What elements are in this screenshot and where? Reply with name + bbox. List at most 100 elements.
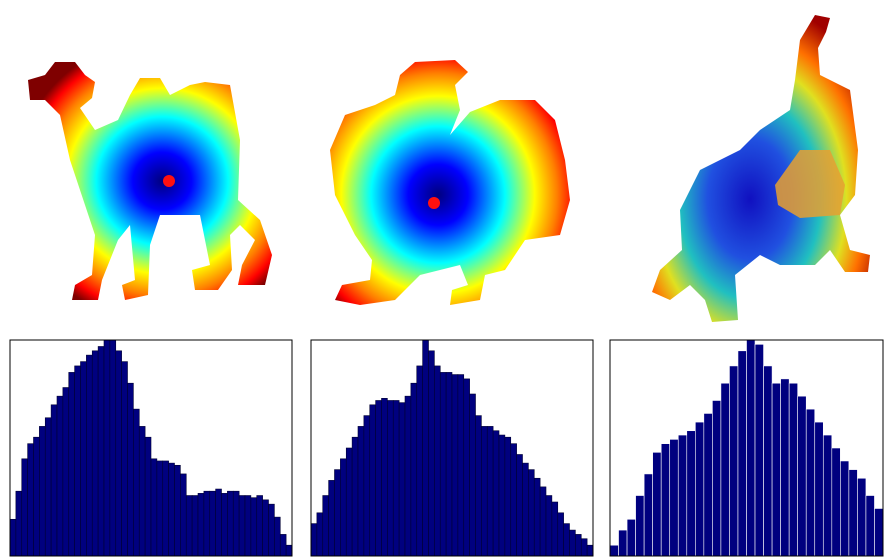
bar <box>268 503 275 557</box>
bar <box>121 361 128 557</box>
bar <box>133 408 140 557</box>
bar <box>97 346 105 557</box>
bar <box>351 436 359 557</box>
bar <box>754 344 764 557</box>
bar <box>492 430 500 557</box>
bar <box>618 529 628 557</box>
bar <box>481 426 488 557</box>
bar <box>375 400 382 557</box>
bar <box>434 365 441 557</box>
rooster-shape <box>330 60 570 305</box>
bar <box>805 408 816 557</box>
bar <box>68 372 75 557</box>
bar <box>840 460 850 557</box>
bar <box>428 350 435 557</box>
bar <box>150 458 158 557</box>
bar <box>244 495 252 557</box>
bar <box>746 339 756 557</box>
bar <box>695 421 705 557</box>
bar <box>27 443 34 557</box>
bar <box>686 430 696 557</box>
bar <box>256 495 263 557</box>
bar <box>203 490 211 557</box>
bar <box>780 378 790 557</box>
bar <box>729 365 739 557</box>
bar <box>410 382 418 557</box>
bar <box>109 339 117 557</box>
bar <box>475 415 482 557</box>
bar <box>180 473 187 557</box>
bar <box>504 436 512 557</box>
bar <box>635 495 645 557</box>
bar <box>788 382 798 557</box>
bar <box>44 417 52 557</box>
bar <box>345 447 353 557</box>
bar <box>669 439 679 557</box>
bar <box>457 374 465 557</box>
bar <box>398 402 406 557</box>
bar <box>771 382 781 557</box>
bar <box>369 404 376 557</box>
bar <box>209 490 216 557</box>
bar <box>575 534 582 557</box>
bar <box>215 488 222 557</box>
bar <box>310 523 318 557</box>
bar <box>392 400 400 557</box>
source-point <box>163 175 175 187</box>
bar <box>62 387 70 557</box>
bar <box>404 395 412 557</box>
bar <box>250 497 258 557</box>
bar <box>652 452 662 557</box>
bar <box>185 495 193 557</box>
bar <box>238 495 246 557</box>
bar <box>486 426 494 557</box>
bar <box>168 462 175 557</box>
bar <box>340 458 347 557</box>
elephant-shape <box>652 15 870 322</box>
bar <box>720 382 730 557</box>
plot-frame <box>9 339 293 557</box>
bar <box>80 361 87 557</box>
bar <box>328 480 335 557</box>
bar <box>9 518 17 557</box>
bar <box>439 372 447 557</box>
bar <box>221 493 228 557</box>
bar <box>127 382 134 557</box>
bar <box>528 469 535 557</box>
bar <box>21 458 28 557</box>
bar <box>660 443 671 557</box>
bar <box>387 400 394 557</box>
bar <box>516 454 523 557</box>
camel-shape <box>28 62 272 300</box>
bar <box>115 350 122 557</box>
bar <box>569 529 576 557</box>
bar <box>539 486 547 557</box>
bar <box>334 469 341 557</box>
bar <box>322 495 329 557</box>
bar <box>197 493 205 557</box>
bar <box>357 426 365 557</box>
bar <box>510 443 517 557</box>
bar <box>580 538 588 557</box>
bar <box>865 495 875 557</box>
plot-frame <box>310 339 594 557</box>
bar <box>56 395 64 557</box>
bar <box>33 436 40 557</box>
bar <box>103 339 111 557</box>
bar <box>586 544 594 557</box>
bar <box>86 354 93 557</box>
bar <box>463 378 470 557</box>
bar <box>39 426 46 557</box>
bar <box>557 512 564 557</box>
bar <box>279 534 287 557</box>
bar <box>381 398 388 557</box>
bar <box>232 490 240 557</box>
bar <box>285 544 293 557</box>
bar <box>138 426 146 557</box>
bar <box>712 400 722 557</box>
bar <box>144 436 152 557</box>
bar <box>191 495 199 557</box>
bar <box>445 372 453 557</box>
source-point <box>428 197 440 209</box>
